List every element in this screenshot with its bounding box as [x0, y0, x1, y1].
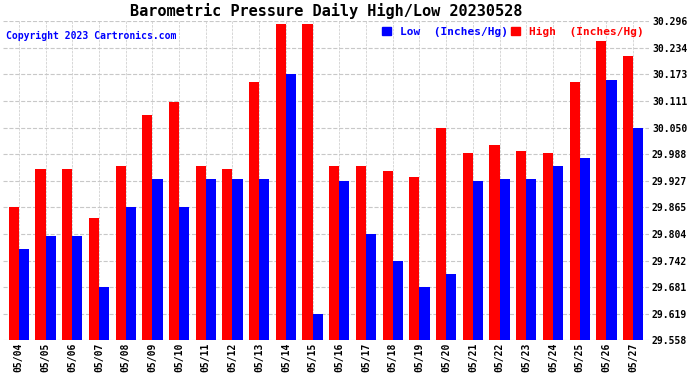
Bar — [516, 152, 526, 340]
Bar — [489, 145, 500, 340]
Text: Copyright 2023 Cartronics.com: Copyright 2023 Cartronics.com — [6, 31, 177, 41]
Bar — [339, 181, 350, 340]
Bar — [35, 169, 46, 340]
Bar — [115, 166, 126, 340]
Bar — [543, 153, 553, 340]
Bar — [276, 24, 286, 340]
Bar — [463, 153, 473, 340]
Bar — [623, 56, 633, 340]
Bar — [633, 128, 643, 340]
Bar — [62, 169, 72, 340]
Bar — [313, 314, 323, 340]
Bar — [99, 287, 109, 340]
Bar — [329, 166, 339, 340]
Bar — [302, 24, 313, 340]
Bar — [446, 273, 456, 340]
Bar — [580, 158, 590, 340]
Bar — [46, 236, 56, 340]
Bar — [286, 75, 296, 340]
Bar — [409, 177, 420, 340]
Legend: Low  (Inches/Hg), High  (Inches/Hg): Low (Inches/Hg), High (Inches/Hg) — [382, 27, 644, 37]
Bar — [607, 80, 617, 340]
Bar — [169, 102, 179, 340]
Bar — [142, 115, 152, 340]
Bar — [179, 207, 189, 340]
Bar — [19, 249, 29, 340]
Bar — [420, 287, 430, 340]
Bar — [196, 166, 206, 340]
Bar — [259, 179, 269, 340]
Bar — [366, 234, 376, 340]
Bar — [596, 41, 607, 340]
Bar — [9, 207, 19, 340]
Bar — [72, 236, 82, 340]
Bar — [553, 166, 563, 340]
Bar — [356, 166, 366, 340]
Bar — [526, 179, 536, 340]
Bar — [569, 82, 580, 340]
Bar — [436, 128, 446, 340]
Bar — [500, 179, 510, 340]
Bar — [473, 181, 483, 340]
Bar — [222, 169, 233, 340]
Bar — [233, 179, 243, 340]
Bar — [249, 82, 259, 340]
Bar — [383, 171, 393, 340]
Bar — [152, 179, 163, 340]
Bar — [89, 218, 99, 340]
Bar — [126, 207, 136, 340]
Title: Barometric Pressure Daily High/Low 20230528: Barometric Pressure Daily High/Low 20230… — [130, 3, 522, 19]
Bar — [206, 179, 216, 340]
Bar — [393, 261, 403, 340]
